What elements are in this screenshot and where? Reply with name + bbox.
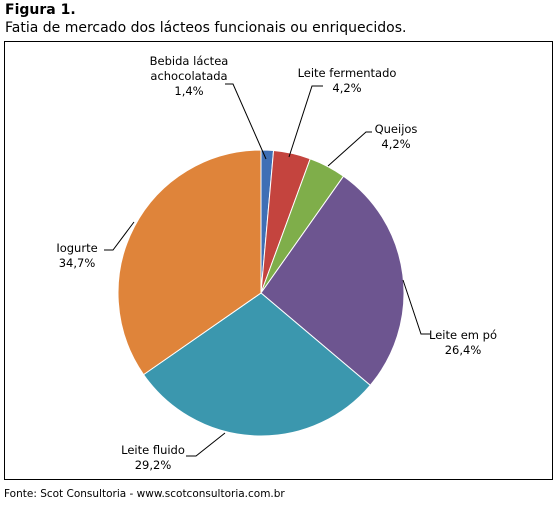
slice-name-label: Leite em pó (429, 328, 497, 342)
pie-slice (260, 175, 405, 386)
slice-value-label: 26,4% (445, 343, 482, 357)
slice-name-label: achocolatada (150, 69, 227, 83)
figure-label: Figura 1. (5, 2, 76, 18)
leader-line (186, 432, 226, 457)
slice-value-label: 29,2% (135, 458, 172, 472)
leader-line (225, 83, 267, 160)
pie-slice (142, 292, 371, 437)
slice-name-label: Leite fermentado (298, 66, 397, 80)
figure-title: Fatia de mercado dos lácteos funcionais … (5, 20, 407, 36)
pie-slices (117, 149, 405, 437)
leader-line (104, 221, 135, 251)
slice-name-label: Iogurte (56, 241, 97, 255)
leader-line (327, 131, 372, 167)
slice-value-label: 4,2% (381, 137, 410, 151)
leader-line (402, 279, 430, 335)
pie-slice (117, 149, 262, 376)
source-note: Fonte: Scot Consultoria - www.scotconsul… (4, 488, 285, 500)
slice-value-label: 34,7% (59, 256, 96, 270)
leader-line (288, 85, 323, 158)
slice-name-label: Leite fluido (121, 443, 185, 457)
chart-frame (4, 41, 553, 480)
slice-value-label: 1,4% (174, 84, 203, 98)
slice-name-label: Queijos (375, 122, 418, 136)
leader-lines (104, 83, 430, 457)
slice-name-label: Bebida láctea (150, 54, 229, 68)
slice-value-label: 4,2% (332, 81, 361, 95)
